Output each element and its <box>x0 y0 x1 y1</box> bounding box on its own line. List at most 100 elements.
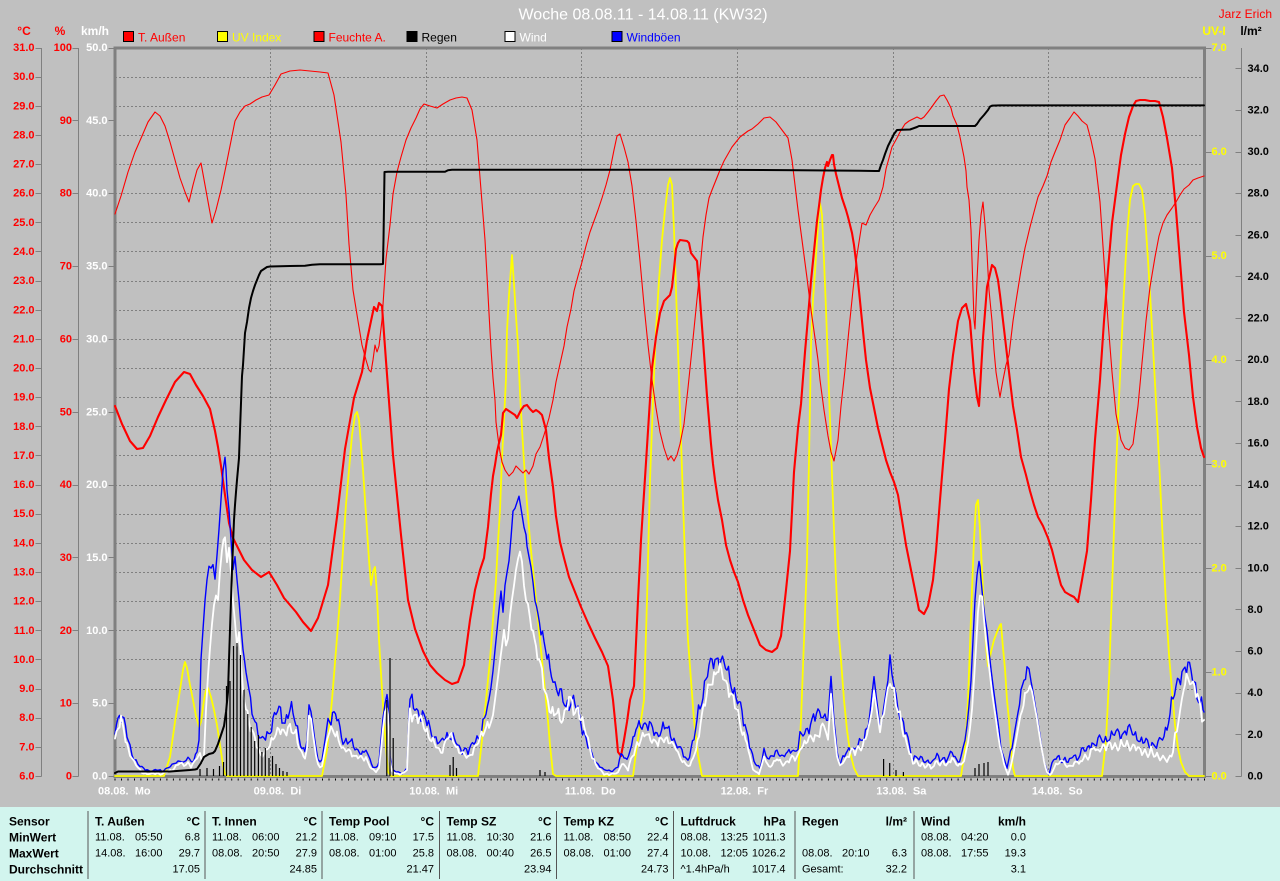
svg-text:2.0: 2.0 <box>1248 729 1263 741</box>
svg-text:1017.4: 1017.4 <box>752 864 786 876</box>
svg-text:04:20: 04:20 <box>961 832 989 844</box>
svg-text:29.0: 29.0 <box>13 100 34 112</box>
svg-text:Regen: Regen <box>422 31 457 45</box>
svg-text:30: 30 <box>60 552 72 564</box>
svg-text:34.0: 34.0 <box>1248 63 1269 75</box>
svg-text:Temp SZ: Temp SZ <box>447 815 497 829</box>
svg-text:01:00: 01:00 <box>604 848 632 860</box>
svg-text:12:05: 12:05 <box>721 848 749 860</box>
svg-text:14.08.: 14.08. <box>95 848 126 860</box>
svg-text:24.73: 24.73 <box>641 864 669 876</box>
svg-text:20:10: 20:10 <box>842 848 870 860</box>
svg-text:14.0: 14.0 <box>13 537 34 549</box>
svg-text:40.0: 40.0 <box>86 188 107 200</box>
svg-text:Regen: Regen <box>802 815 839 829</box>
svg-text:18.0: 18.0 <box>1248 396 1269 408</box>
svg-text:26.5: 26.5 <box>530 848 551 860</box>
svg-text:20.0: 20.0 <box>13 363 34 375</box>
svg-text:50: 50 <box>60 406 72 418</box>
svg-text:4.0: 4.0 <box>1248 687 1263 699</box>
svg-text:10.08.: 10.08. <box>681 848 712 860</box>
svg-text:%: % <box>55 24 66 38</box>
svg-text:45.0: 45.0 <box>86 115 107 127</box>
svg-text:10:30: 10:30 <box>487 832 515 844</box>
svg-text:24.85: 24.85 <box>289 864 317 876</box>
svg-text:25.0: 25.0 <box>13 217 34 229</box>
svg-text:16:00: 16:00 <box>135 848 163 860</box>
svg-text:22.0: 22.0 <box>1248 313 1269 325</box>
svg-text:08.08.: 08.08. <box>329 848 360 860</box>
svg-text:Temp KZ: Temp KZ <box>564 815 614 829</box>
svg-text:08.08.: 08.08. <box>921 832 952 844</box>
svg-text:2.0: 2.0 <box>1212 562 1227 574</box>
svg-text:32.0: 32.0 <box>1248 104 1269 116</box>
svg-text:23.94: 23.94 <box>524 864 552 876</box>
svg-text:T. Außen: T. Außen <box>138 31 185 45</box>
svg-text:70: 70 <box>60 261 72 273</box>
svg-text:4.0: 4.0 <box>1212 354 1227 366</box>
svg-text:08.08.: 08.08. <box>921 848 952 860</box>
svg-text:6.0: 6.0 <box>1212 146 1227 158</box>
svg-text:17.0: 17.0 <box>13 450 34 462</box>
svg-text:28.0: 28.0 <box>1248 188 1269 200</box>
svg-text:19.0: 19.0 <box>13 392 34 404</box>
svg-text:0: 0 <box>66 771 72 783</box>
svg-text:24.0: 24.0 <box>1248 271 1269 283</box>
svg-text:11.08.: 11.08. <box>95 832 125 844</box>
svg-text:00:40: 00:40 <box>487 848 515 860</box>
svg-text:08.08.: 08.08. <box>802 848 833 860</box>
svg-text:15.0: 15.0 <box>13 508 34 520</box>
svg-text:16.0: 16.0 <box>13 479 34 491</box>
svg-text:12.0: 12.0 <box>1248 521 1269 533</box>
svg-text:17.5: 17.5 <box>413 832 434 844</box>
svg-text:50.0: 50.0 <box>86 42 107 54</box>
svg-text:Woche 08.08.11 - 14.08.11 (KW3: Woche 08.08.11 - 14.08.11 (KW32) <box>518 7 767 24</box>
svg-text:31.0: 31.0 <box>13 42 34 54</box>
svg-text:11.0: 11.0 <box>14 625 35 637</box>
svg-text:12.0: 12.0 <box>13 596 34 608</box>
svg-text:hPa: hPa <box>763 815 785 829</box>
svg-text:08.08.: 08.08. <box>564 848 595 860</box>
svg-text:Windböen: Windböen <box>627 31 681 45</box>
svg-text:3.1: 3.1 <box>1011 864 1026 876</box>
svg-text:25.8: 25.8 <box>413 848 434 860</box>
svg-text:17:55: 17:55 <box>961 848 989 860</box>
svg-text:6.3: 6.3 <box>892 848 907 860</box>
svg-text:UV Index: UV Index <box>232 31 281 45</box>
svg-text:0.0: 0.0 <box>1011 832 1026 844</box>
svg-text:5.0: 5.0 <box>1212 250 1227 262</box>
svg-text:8.0: 8.0 <box>19 712 34 724</box>
svg-text:23.0: 23.0 <box>13 275 34 287</box>
svg-text:Temp Pool: Temp Pool <box>329 815 389 829</box>
svg-text:MaxWert: MaxWert <box>9 847 59 861</box>
svg-text:11.08.: 11.08. <box>564 832 594 844</box>
svg-text:km/h: km/h <box>81 24 109 38</box>
svg-text:1026.2: 1026.2 <box>752 848 786 860</box>
svg-text:11.08. Do: 11.08. Do <box>565 786 616 798</box>
svg-text:17.05: 17.05 <box>172 864 200 876</box>
svg-text:08.08.: 08.08. <box>447 848 478 860</box>
svg-text:T. Innen: T. Innen <box>212 815 257 829</box>
svg-text:UV-I: UV-I <box>1202 24 1225 38</box>
svg-text:°C: °C <box>187 815 201 829</box>
svg-text:27.4: 27.4 <box>647 848 668 860</box>
svg-text:Sensor: Sensor <box>9 815 50 829</box>
svg-text:°C: °C <box>421 815 435 829</box>
svg-text:6.0: 6.0 <box>1248 646 1263 658</box>
svg-text:19.3: 19.3 <box>1005 848 1026 860</box>
svg-text:9.0: 9.0 <box>19 683 34 695</box>
svg-text:28.0: 28.0 <box>13 129 34 141</box>
svg-text:10.0: 10.0 <box>1248 562 1269 574</box>
svg-text:18.0: 18.0 <box>13 421 34 433</box>
svg-text:10: 10 <box>60 698 72 710</box>
svg-text:Wind: Wind <box>921 815 950 829</box>
svg-text:20.0: 20.0 <box>1248 354 1269 366</box>
svg-text:T. Außen: T. Außen <box>95 815 145 829</box>
svg-text:20: 20 <box>60 625 72 637</box>
svg-text:60: 60 <box>60 333 72 345</box>
svg-text:°C: °C <box>655 815 669 829</box>
svg-text:30.0: 30.0 <box>86 333 107 345</box>
svg-text:16.0: 16.0 <box>1248 437 1269 449</box>
svg-text:08.08.: 08.08. <box>681 832 712 844</box>
svg-text:8.0: 8.0 <box>1248 604 1263 616</box>
